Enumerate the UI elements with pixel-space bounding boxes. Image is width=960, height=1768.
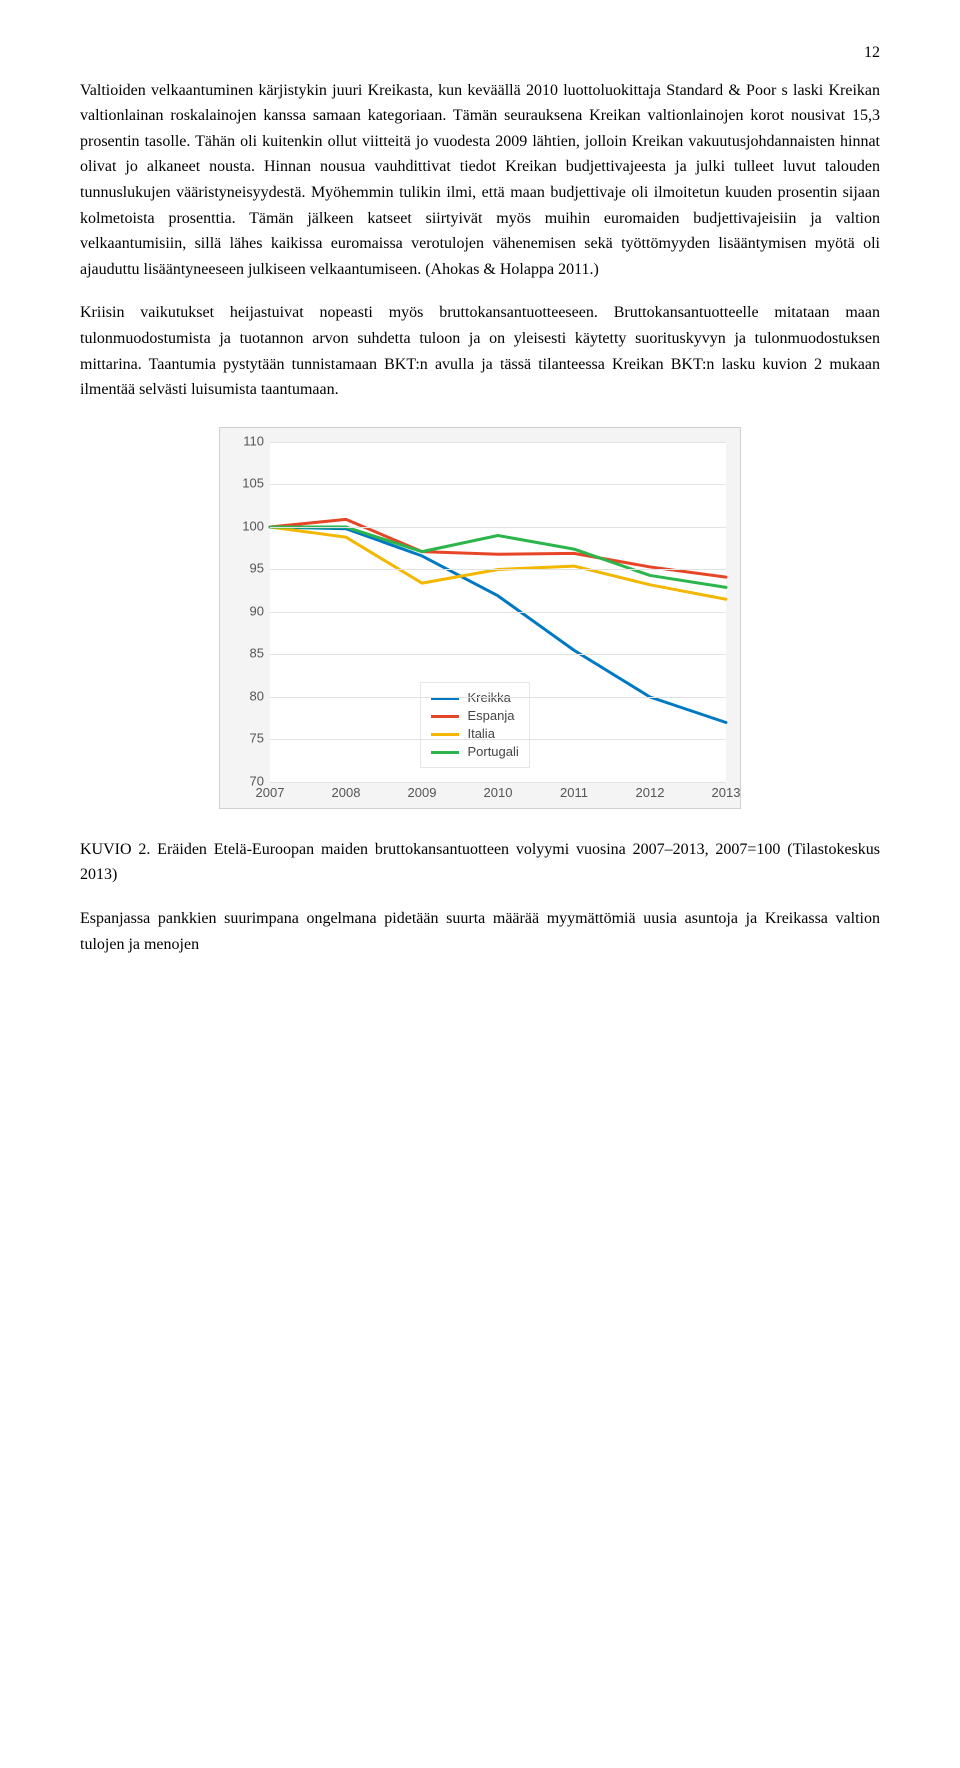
legend-row: Kreikka bbox=[431, 689, 518, 707]
chart-x-tick-label: 2012 bbox=[636, 783, 665, 804]
chart-y-tick-label: 105 bbox=[226, 474, 264, 495]
chart-gridline bbox=[270, 739, 726, 740]
chart-y-tick-label: 85 bbox=[226, 644, 264, 665]
chart-x-tick-label: 2008 bbox=[332, 783, 361, 804]
body-paragraph-2: Kriisin vaikutukset heijastuivat nopeast… bbox=[80, 300, 880, 402]
chart-x-tick-label: 2011 bbox=[560, 783, 588, 804]
legend-row: Italia bbox=[431, 725, 518, 743]
chart-y-tick-label: 110 bbox=[226, 431, 264, 452]
chart-gridline bbox=[270, 569, 726, 570]
page-number: 12 bbox=[80, 40, 880, 66]
chart-plot-area: KreikkaEspanjaItaliaPortugali bbox=[270, 442, 726, 782]
chart-gridline bbox=[270, 484, 726, 485]
legend-swatch bbox=[431, 751, 459, 754]
legend-row: Espanja bbox=[431, 707, 518, 725]
legend-swatch bbox=[431, 733, 459, 736]
chart-gridline bbox=[270, 612, 726, 613]
chart-gridline bbox=[270, 654, 726, 655]
figure-caption: KUVIO 2. Eräiden Etelä-Euroopan maiden b… bbox=[80, 837, 880, 888]
chart-legend: KreikkaEspanjaItaliaPortugali bbox=[420, 682, 529, 768]
body-paragraph-1: Valtioiden velkaantuminen kärjistykin ju… bbox=[80, 78, 880, 283]
gdp-chart-container: KreikkaEspanjaItaliaPortugali 7075808590… bbox=[80, 427, 880, 809]
chart-x-tick-label: 2007 bbox=[256, 783, 285, 804]
chart-x-tick-label: 2013 bbox=[712, 783, 741, 804]
chart-gridline bbox=[270, 527, 726, 528]
chart-series-line bbox=[270, 527, 726, 599]
legend-swatch bbox=[431, 715, 459, 718]
chart-y-tick-label: 95 bbox=[226, 559, 264, 580]
chart-x-tick-label: 2010 bbox=[484, 783, 513, 804]
gdp-line-chart: KreikkaEspanjaItaliaPortugali 7075808590… bbox=[219, 427, 741, 809]
chart-x-tick-label: 2009 bbox=[408, 783, 437, 804]
chart-y-tick-label: 80 bbox=[226, 686, 264, 707]
chart-y-tick-label: 90 bbox=[226, 601, 264, 622]
chart-gridline bbox=[270, 442, 726, 443]
chart-gridline bbox=[270, 697, 726, 698]
legend-row: Portugali bbox=[431, 743, 518, 761]
legend-label: Portugali bbox=[467, 742, 518, 763]
chart-y-tick-label: 75 bbox=[226, 729, 264, 750]
chart-y-tick-label: 100 bbox=[226, 516, 264, 537]
body-paragraph-4: Espanjassa pankkien suurimpana ongelmana… bbox=[80, 906, 880, 957]
